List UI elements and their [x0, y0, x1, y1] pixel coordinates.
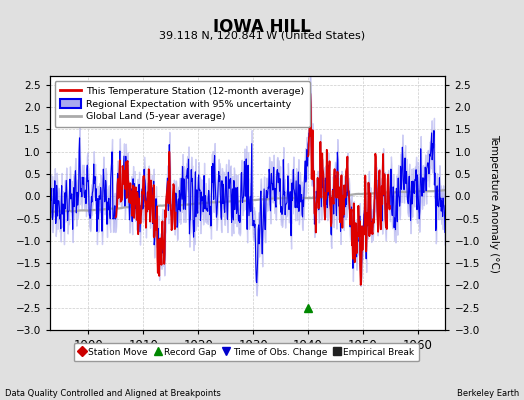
Text: IOWA HILL: IOWA HILL [213, 18, 311, 36]
Text: Data Quality Controlled and Aligned at Breakpoints: Data Quality Controlled and Aligned at B… [5, 389, 221, 398]
Legend: This Temperature Station (12-month average), Regional Expectation with 95% uncer: This Temperature Station (12-month avera… [54, 81, 310, 127]
Y-axis label: Temperature Anomaly (°C): Temperature Anomaly (°C) [489, 134, 499, 272]
Text: 39.118 N, 120.841 W (United States): 39.118 N, 120.841 W (United States) [159, 30, 365, 40]
Text: Berkeley Earth: Berkeley Earth [456, 389, 519, 398]
Legend: Station Move, Record Gap, Time of Obs. Change, Empirical Break: Station Move, Record Gap, Time of Obs. C… [74, 343, 419, 362]
